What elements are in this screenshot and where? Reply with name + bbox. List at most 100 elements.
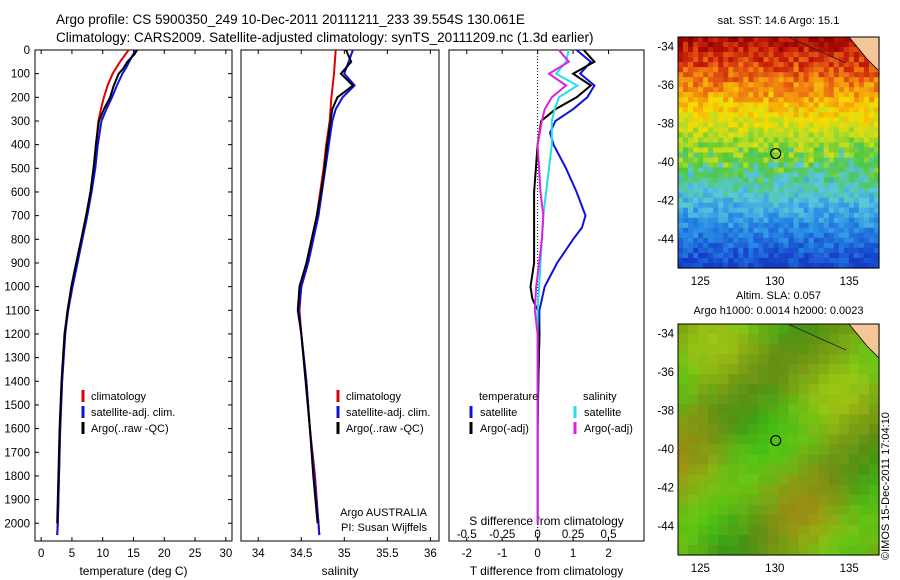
map-cell	[788, 504, 800, 516]
map-cell	[728, 57, 734, 63]
map-cell	[838, 62, 845, 68]
map-cell	[848, 504, 860, 516]
map-cell	[738, 152, 744, 159]
map-cell	[713, 263, 719, 269]
map-cell	[708, 182, 714, 189]
map-cell	[748, 217, 754, 224]
map-cell	[813, 202, 820, 209]
map-cell	[718, 42, 724, 48]
map-cell	[698, 504, 709, 516]
map-cell	[793, 157, 800, 164]
map-cell	[688, 97, 694, 103]
map-cell	[678, 222, 684, 229]
map-cell	[728, 92, 734, 98]
map-cell	[688, 252, 694, 259]
legend-entry: satellite-adj. clim.	[91, 407, 175, 419]
map-cell	[688, 47, 694, 53]
map-cell	[788, 464, 800, 476]
map-cell	[848, 252, 855, 259]
map-cell	[763, 192, 769, 199]
map-cell	[863, 152, 870, 159]
map-cell	[778, 534, 790, 546]
map-cell	[813, 192, 820, 199]
map-cell	[833, 227, 840, 234]
y-tick-label: 1300	[4, 353, 30, 365]
map-cell	[798, 374, 810, 385]
map-cell	[683, 127, 689, 133]
y-tick-label: 400	[11, 140, 30, 152]
map-cell	[718, 182, 724, 189]
map-cell	[858, 424, 870, 435]
map-cell	[858, 57, 865, 63]
map-cell	[803, 237, 810, 244]
map-cell	[713, 212, 719, 219]
map-cell	[753, 212, 759, 219]
map-cell	[869, 454, 880, 466]
map-cell	[713, 72, 719, 78]
map-cell	[838, 127, 845, 133]
map-cell	[874, 167, 880, 174]
map-cell	[678, 354, 689, 365]
map-cell	[853, 202, 860, 209]
map-cell	[853, 67, 860, 73]
map-cell	[778, 132, 785, 138]
map-cell	[828, 232, 835, 239]
map-cell	[869, 524, 880, 536]
map-cell	[718, 197, 724, 204]
map-cell	[708, 404, 719, 415]
map-cell	[838, 504, 850, 516]
map-cell	[798, 57, 805, 63]
map-cell	[788, 212, 795, 219]
map-cell	[828, 202, 835, 209]
map-cell	[693, 212, 699, 219]
map-cell	[768, 545, 780, 556]
map-cell	[718, 92, 724, 98]
x-tick-label: -2	[462, 548, 472, 560]
map-cell	[693, 152, 699, 159]
map-cell	[858, 444, 870, 456]
map-cell	[758, 263, 764, 269]
map-cell	[748, 464, 760, 476]
map-cell	[788, 132, 795, 138]
map-cell	[678, 444, 689, 456]
map-cell	[863, 132, 870, 138]
map-cell	[678, 132, 684, 138]
map-cell	[788, 474, 800, 486]
map-cell	[778, 545, 790, 556]
map-cell	[713, 147, 719, 154]
map-cell	[808, 524, 820, 536]
map-cell	[808, 258, 815, 264]
map-cell	[823, 52, 830, 58]
map-cell	[869, 157, 875, 164]
map-cell	[678, 237, 684, 244]
map-cell	[733, 92, 739, 98]
map-cell	[823, 162, 830, 169]
map-cell	[698, 344, 709, 355]
map-cell	[803, 172, 810, 179]
map-cell	[703, 97, 709, 103]
map-cell	[843, 217, 850, 224]
map-cell	[798, 454, 810, 466]
map-cell	[863, 162, 870, 169]
map-cell	[758, 212, 764, 219]
map-cell	[798, 77, 805, 83]
map-cell	[869, 404, 880, 415]
map-cell	[683, 202, 689, 209]
map-cell	[703, 263, 709, 269]
map-cell	[843, 152, 850, 159]
map-cell	[869, 82, 875, 88]
map-cell	[838, 534, 850, 546]
map-cell	[858, 152, 865, 159]
map-cell	[748, 47, 754, 53]
map-cell	[778, 414, 790, 425]
map-cell	[823, 152, 830, 159]
map-cell	[723, 52, 729, 58]
map-cell	[793, 132, 800, 138]
map-cell	[808, 212, 815, 219]
map-cell	[863, 247, 870, 254]
map-cell	[728, 237, 734, 244]
map-cell	[743, 57, 749, 63]
map-cell	[788, 112, 795, 118]
map-cell	[723, 232, 729, 239]
map-cell	[848, 404, 860, 415]
